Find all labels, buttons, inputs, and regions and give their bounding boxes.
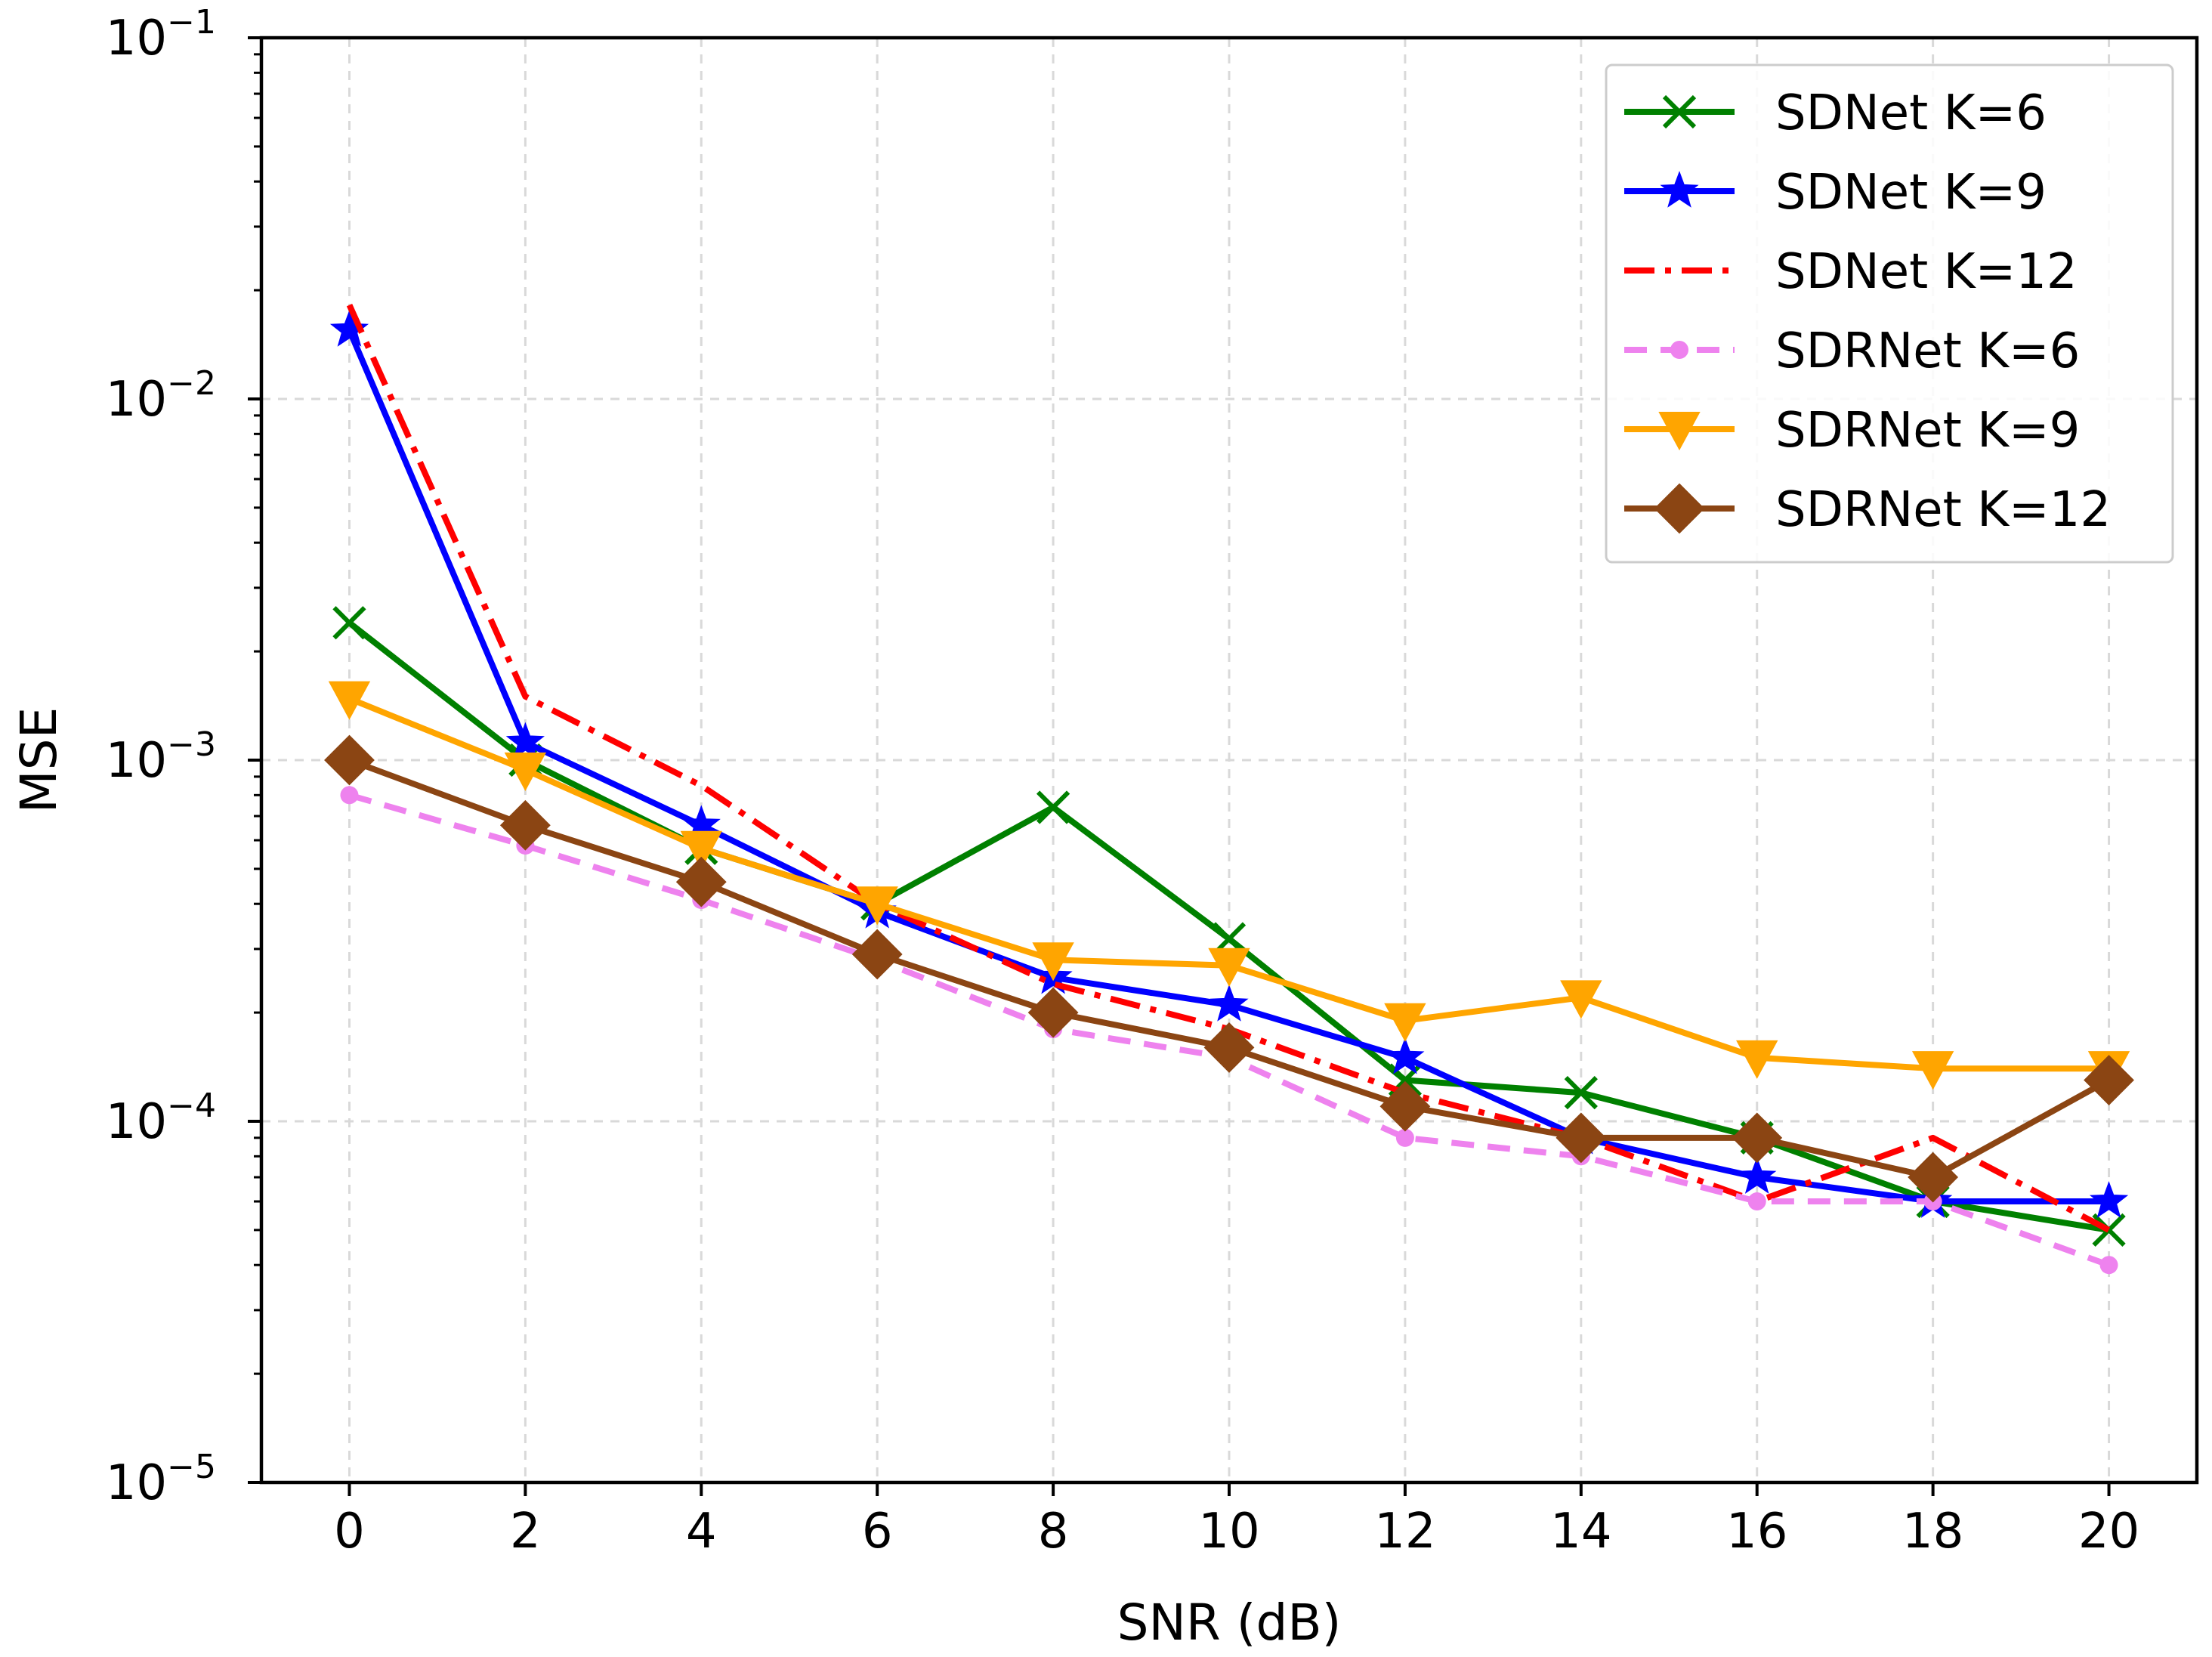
x-tick-label: 6: [862, 1504, 893, 1560]
y-tick-label: 10−2: [106, 364, 216, 428]
data-point: [856, 886, 898, 926]
x-tick-label: 10: [1198, 1504, 1259, 1560]
legend-item: SDNet K=12: [1624, 244, 2078, 300]
data-point: [505, 722, 545, 759]
data-point: [2084, 1055, 2134, 1105]
series-layer: [324, 304, 2134, 1275]
data-point: [2092, 1213, 2126, 1247]
legend-item: SDRNet K=12: [1624, 482, 2111, 538]
axis-ticks: 0 2 4 6 8 10 12 14 16 18 20 10−5 10−4 10−3 10−2 10−1: [106, 3, 2140, 1560]
data-point: [328, 681, 371, 720]
data-point: [1660, 171, 1699, 208]
data-point: [1911, 1051, 1954, 1090]
data-point: [1203, 1022, 1255, 1073]
data-point: [2099, 1256, 2118, 1275]
data-point: [499, 799, 551, 851]
data-point: [675, 856, 727, 907]
legend-box: [1605, 63, 2174, 564]
data-point: [504, 752, 547, 791]
data-point: [1732, 1112, 1783, 1164]
legend-label: SDNet K=12: [1775, 244, 2078, 300]
y-tick-label: 10−1: [106, 3, 216, 66]
y-tick-label: 10−5: [106, 1448, 216, 1511]
x-tick-label: 18: [1902, 1504, 1963, 1560]
data-point: [1556, 1112, 1607, 1164]
legend-label: SDNet K=6: [1775, 85, 2047, 141]
data-point: [1736, 1040, 1778, 1079]
x-axis-label: SNR (dB): [1117, 1594, 1342, 1652]
data-point: [1384, 1003, 1426, 1042]
data-point: [1658, 412, 1701, 451]
legend-item: SDNet K=6: [1624, 85, 2047, 141]
y-tick-label: 10−4: [106, 1087, 216, 1150]
legend-label: SDNet K=9: [1775, 165, 2047, 221]
legend-label: SDRNet K=6: [1775, 323, 2080, 379]
legend-item: SDRNet K=9: [1624, 403, 2080, 459]
y-axis-label: MSE: [10, 707, 68, 814]
data-point: [680, 830, 722, 870]
data-point: [332, 606, 366, 640]
data-point: [851, 929, 903, 980]
data-point: [1908, 1152, 1959, 1203]
legend: SDNet K=6 SDNet K=9 SDNet K=12 SDRNet K=6 SD…: [1605, 63, 2174, 564]
data-point: [1209, 985, 1249, 1022]
x-tick-label: 2: [510, 1504, 541, 1560]
series-sdnet-k-9: [329, 310, 2129, 1218]
x-tick-label: 12: [1374, 1504, 1435, 1560]
legend-item: SDRNet K=6: [1624, 323, 2080, 379]
data-point: [1027, 987, 1079, 1038]
series-sdrnet-k-9: [328, 681, 2130, 1090]
data-point: [1208, 948, 1250, 987]
data-point: [1564, 1076, 1598, 1110]
x-tick-label: 4: [686, 1504, 717, 1560]
x-tick-label: 0: [334, 1504, 365, 1560]
data-point: [1036, 790, 1070, 824]
x-tick-label: 14: [1550, 1504, 1611, 1560]
data-point: [329, 310, 369, 347]
x-tick-label: 20: [2078, 1504, 2139, 1560]
data-point: [1662, 94, 1697, 129]
legend-item: SDNet K=9: [1624, 165, 2047, 221]
data-point: [324, 734, 375, 786]
data-point: [1747, 1192, 1766, 1211]
x-tick-label: 16: [1726, 1504, 1787, 1560]
data-point: [1560, 980, 1602, 1019]
series-sdrnet-k-12: [324, 734, 2134, 1203]
y-tick-label: 10−3: [106, 725, 216, 789]
x-tick-label: 8: [1038, 1504, 1069, 1560]
data-point: [1738, 1157, 1777, 1194]
data-point: [1395, 1128, 1414, 1147]
data-point: [1386, 1037, 1425, 1074]
data-point: [1654, 483, 1705, 534]
legend-label: SDRNet K=12: [1775, 482, 2111, 538]
data-point: [1032, 942, 1074, 982]
data-point: [1670, 341, 1688, 359]
data-point: [2089, 1181, 2129, 1218]
data-point: [1379, 1080, 1431, 1132]
data-point: [340, 786, 359, 805]
legend-label: SDRNet K=9: [1775, 403, 2080, 459]
